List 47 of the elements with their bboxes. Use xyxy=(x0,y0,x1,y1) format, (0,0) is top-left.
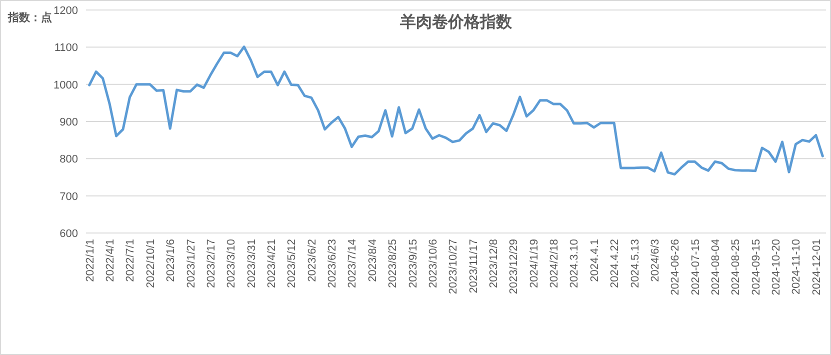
x-tick-label: 2024/6/3 xyxy=(649,239,662,282)
y-tick-label: 900 xyxy=(60,116,78,128)
x-tick-label: 2024-07-15 xyxy=(690,239,702,296)
x-tick-label: 2023/2/17 xyxy=(205,239,218,288)
x-tick-label: 2023/1/6 xyxy=(165,239,178,282)
y-tick-label: 800 xyxy=(60,154,78,166)
x-tick-label: 2024.5.13 xyxy=(629,239,642,288)
y-tick-label: 1200 xyxy=(54,5,78,17)
x-tick-label: 2024.4.1 xyxy=(588,239,601,282)
x-tick-label: 2023/3/10 xyxy=(226,239,238,288)
y-tick-label: 700 xyxy=(60,190,78,203)
x-tick-label: 2023/4/21 xyxy=(266,239,278,288)
x-tick-label: 2023/3/31 xyxy=(246,239,258,288)
x-tick-label: 2023/6/2 xyxy=(306,239,318,282)
x-tick-label: 2022/10/1 xyxy=(144,239,157,288)
x-tick-label: 2023/9/15 xyxy=(407,239,420,288)
x-tick-label: 2022/1/1 xyxy=(84,239,96,282)
x-tick-label: 2024-09-15 xyxy=(750,239,762,296)
x-tick-label: 2024.3.10 xyxy=(568,239,581,288)
y-tick-label: 1100 xyxy=(54,42,78,54)
x-tick-label: 2023/1/27 xyxy=(185,239,198,288)
y-tick-label: 1000 xyxy=(54,79,78,92)
x-tick-label: 2023/7/14 xyxy=(346,239,359,288)
x-tick-label: 2024/1/19 xyxy=(528,239,540,288)
x-tick-label: 2022/4/1 xyxy=(104,239,117,282)
x-tick-label: 2024.4.22 xyxy=(609,239,622,288)
chart-title: 羊肉卷价格指数 xyxy=(399,13,513,31)
x-tick-label: 2022/7/1 xyxy=(124,239,137,282)
x-tick-label: 2024/2/18 xyxy=(548,239,561,288)
y-axis-title: 指数：点 xyxy=(7,11,52,24)
x-tick-label: 2024-08-25 xyxy=(730,239,742,296)
x-tick-label: 2024-10-20 xyxy=(770,239,783,296)
x-tick-label: 2023/10/27 xyxy=(448,239,460,294)
x-tick-label: 2023/12/29 xyxy=(508,239,520,294)
x-tick-label: 2023/8/4 xyxy=(366,239,379,282)
x-tick-label: 2024-08-04 xyxy=(710,239,722,296)
x-tick-label: 2024-06-26 xyxy=(670,239,682,296)
x-tick-label: 2023/8/25 xyxy=(387,239,400,288)
x-tick-label: 2023/12/8 xyxy=(488,239,500,288)
line-series xyxy=(88,46,824,176)
x-tick-label: 2024-12-01 xyxy=(810,239,823,296)
x-tick-label: 2023/10/6 xyxy=(427,239,440,288)
x-tick-label: 2024-11-10 xyxy=(790,239,803,294)
x-tick-label: 2023/5/12 xyxy=(286,239,298,288)
x-tick-label: 2023/11/17 xyxy=(468,239,480,294)
x-tick-label: 2023/6/23 xyxy=(326,239,339,288)
y-tick-label: 600 xyxy=(60,228,78,240)
